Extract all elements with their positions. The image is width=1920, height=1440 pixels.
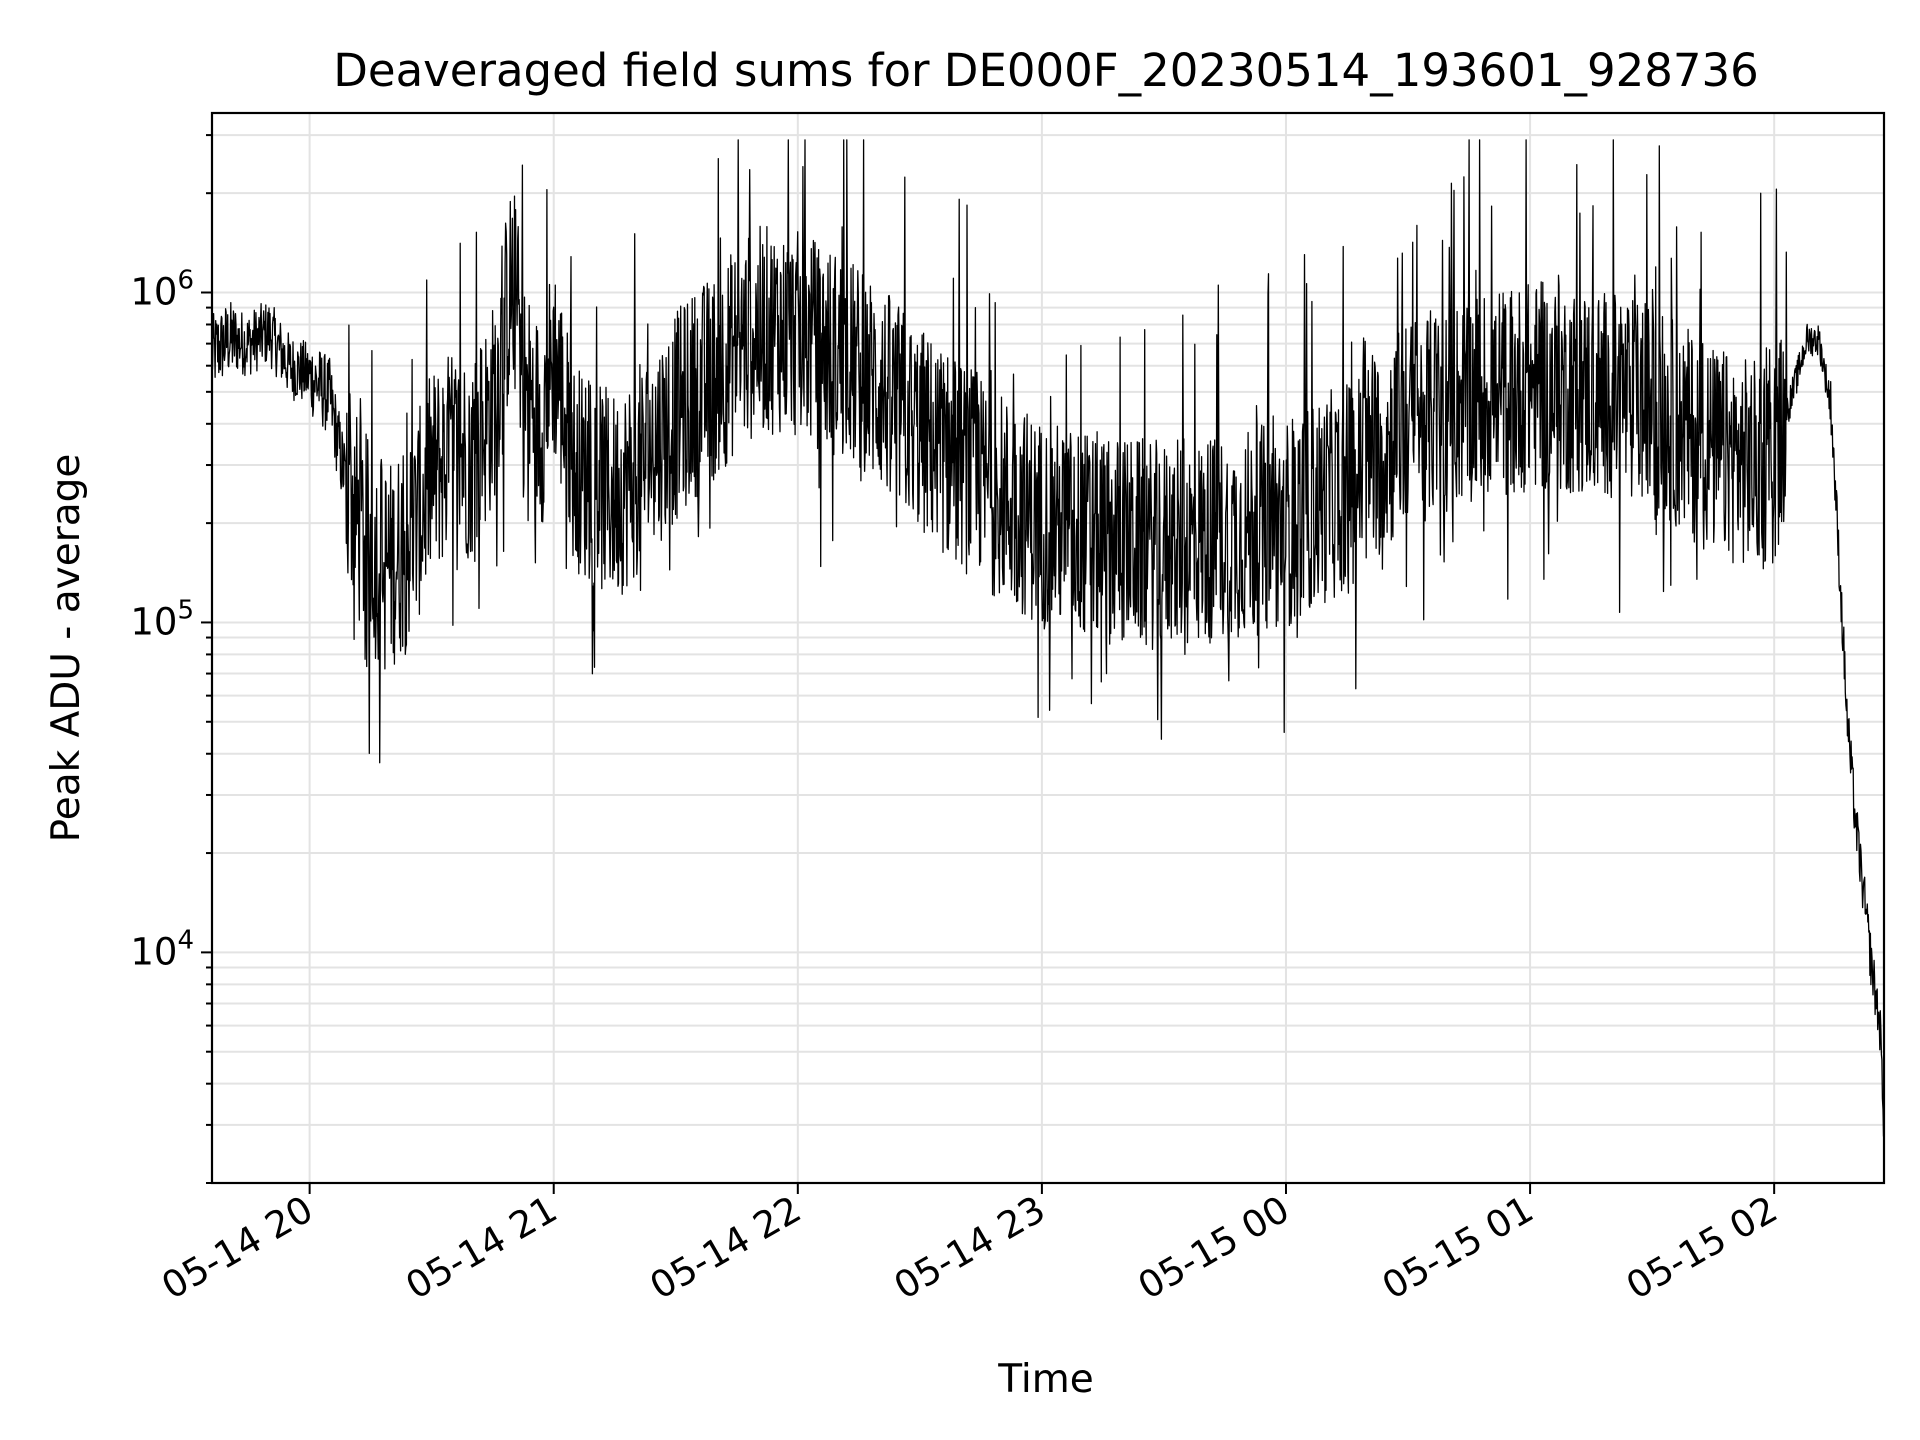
axis-ticks (201, 134, 1776, 1194)
series-layer (211, 139, 1885, 1137)
x-axis-label: Time (997, 1357, 1093, 1402)
x-tick-label: 05-14 22 (643, 1188, 809, 1308)
x-tick-label: 05-14 21 (399, 1188, 565, 1308)
series-line (211, 139, 1885, 1137)
y-tick-label: 106 (130, 266, 194, 314)
x-tick-label: 05-15 01 (1375, 1188, 1541, 1308)
x-tick-label: 05-15 00 (1131, 1188, 1297, 1308)
y-tick-exponent: 5 (177, 595, 194, 625)
y-tick-label: 104 (130, 925, 194, 973)
plot-frame (210, 111, 1886, 1185)
y-axis-label: Peak ADU - average (44, 454, 89, 843)
y-tick-base: 10 (130, 930, 177, 973)
y-tick-exponent: 6 (177, 266, 194, 296)
x-tick-label: 05-14 20 (155, 1188, 321, 1308)
y-tick-label: 105 (130, 595, 194, 643)
y-tick-base: 10 (130, 600, 177, 643)
x-tick-label: 05-15 02 (1619, 1188, 1785, 1308)
x-tick-labels: 05-14 20 05-14 21 05-14 22 05-14 23 05-15 00… (155, 1188, 1785, 1308)
y-tick-exponent: 4 (177, 925, 194, 955)
grid-lines (212, 113, 1884, 1184)
chart-title: Deaveraged field sums for DE000F_2023051… (333, 44, 1759, 97)
x-tick-label: 05-14 23 (887, 1188, 1053, 1308)
y-tick-base: 10 (130, 271, 177, 314)
